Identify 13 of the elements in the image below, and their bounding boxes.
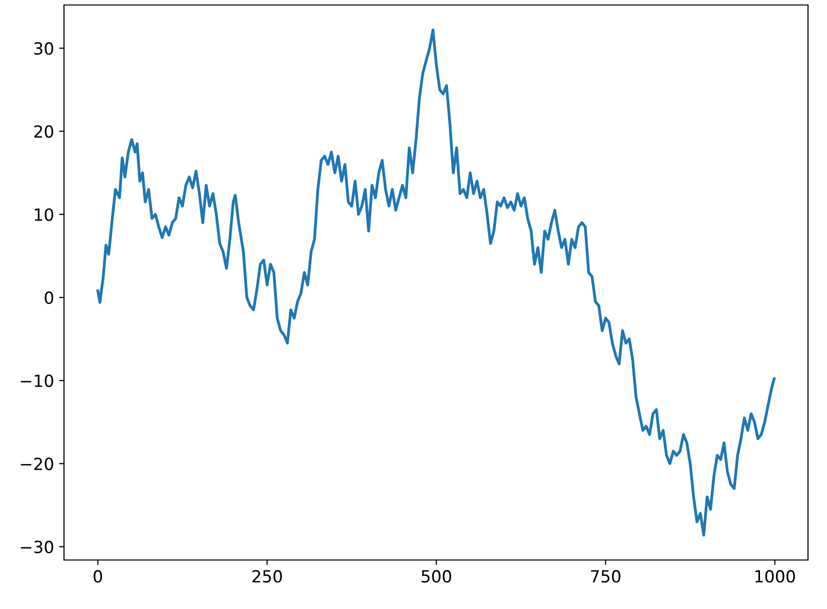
- y-tick-label: −30: [20, 540, 54, 554]
- y-tick-label: 10: [34, 208, 54, 221]
- y-tick-label: −20: [20, 458, 54, 470]
- y-tick-label: 20: [34, 125, 54, 138]
- y-tick-label: 0: [44, 291, 54, 304]
- y-tick-label: 30: [34, 42, 54, 55]
- x-tick-label: 750: [591, 570, 620, 583]
- x-tick-label: 500: [422, 570, 452, 583]
- x-tick-label: 1000: [755, 570, 795, 583]
- line-series: [96, 28, 776, 536]
- x-tick-label: 0: [94, 570, 102, 583]
- y-tick-label: −10: [20, 374, 54, 388]
- x-tick-label: 250: [252, 570, 282, 583]
